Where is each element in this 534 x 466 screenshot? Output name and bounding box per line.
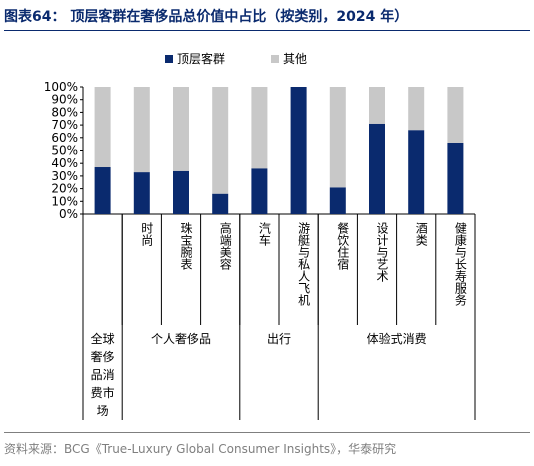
group-label-line: 全球 (91, 331, 115, 346)
y-tick-label: 30% (51, 169, 78, 183)
group-label-line: 奢侈 (91, 350, 115, 364)
group-label: 出行 (267, 332, 291, 346)
group-label: 体验式消费 (367, 331, 427, 346)
y-tick-label: 80% (51, 105, 78, 119)
legend-label-top: 顶层客群 (177, 52, 226, 66)
source-divider (4, 432, 530, 433)
category-label: 游艇与私人飞机 (297, 222, 311, 306)
bar-other-8 (408, 87, 425, 131)
bar-other-6 (329, 87, 346, 188)
y-tick-label: 50% (51, 144, 78, 158)
bar-top-2 (173, 170, 189, 214)
bar-top-9 (447, 142, 464, 214)
legend-item-top: 顶层客群 (165, 50, 225, 67)
bar-other-3 (212, 87, 229, 194)
legend-item-other: 其他 (271, 50, 307, 67)
bar-top-0 (94, 167, 111, 214)
group-label-line: 费市 (91, 385, 115, 400)
bar-other-2 (173, 87, 189, 171)
y-tick-label: 0% (59, 207, 78, 221)
legend-swatch-top (165, 54, 173, 63)
category-label: 餐饮住宿 (336, 221, 350, 270)
category-label: 健康与长寿服务 (453, 222, 467, 306)
bar-other-1 (133, 87, 150, 173)
y-tick-label: 40% (51, 156, 78, 170)
title-divider (4, 30, 530, 31)
group-label-line: 品消 (91, 368, 115, 382)
bar-other-0 (94, 87, 111, 168)
chart-legend: 顶层客群 其他 (165, 50, 307, 67)
y-tick-label: 70% (51, 118, 78, 132)
bar-top-4 (251, 168, 268, 214)
y-tick-label: 90% (51, 93, 78, 107)
bar-top-7 (369, 123, 385, 214)
chart-title: 图表64： 顶层客群在奢侈品总价值中占比（按类别，2024 年） (4, 9, 409, 25)
source-note: 资料来源：BCG《True-Luxury Global Consumer Ins… (4, 442, 397, 456)
y-tick-label: 20% (51, 182, 78, 196)
category-label: 珠宝腕表 (179, 222, 193, 270)
bar-top-8 (408, 130, 425, 214)
bar-top-5 (290, 87, 307, 214)
y-tick-label: 10% (51, 194, 78, 208)
y-tick-label: 100% (44, 80, 78, 94)
category-label: 高端美容 (218, 221, 232, 271)
bar-other-7 (369, 87, 385, 124)
bar-top-6 (329, 187, 346, 214)
group-label: 个人奢侈品 (151, 332, 211, 346)
category-label: 汽车 (257, 221, 271, 247)
legend-label-other: 其他 (283, 52, 308, 66)
bar-other-9 (447, 87, 464, 143)
bar-top-3 (212, 193, 229, 214)
legend-swatch-other (271, 54, 280, 63)
bar-top-1 (133, 172, 150, 214)
bar-other-4 (251, 87, 268, 169)
category-label: 酒类 (414, 222, 428, 247)
group-label-line: 场 (97, 404, 109, 418)
category-label: 设计与艺术 (375, 222, 389, 282)
category-label: 时尚 (140, 222, 154, 246)
y-tick-label: 60% (51, 131, 78, 145)
